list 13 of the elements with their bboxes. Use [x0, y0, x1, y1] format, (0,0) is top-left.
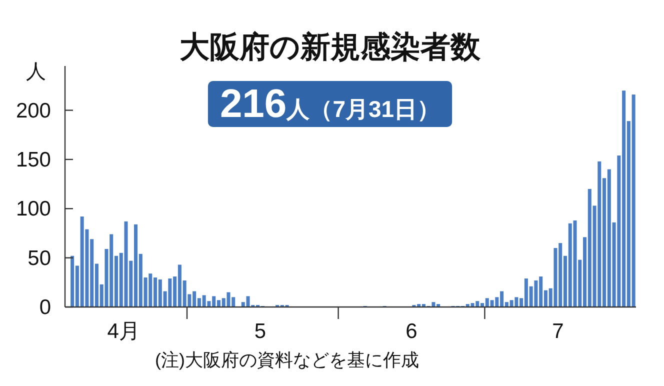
y-tick-label: 0: [39, 296, 51, 319]
y-axis-title: 人: [26, 61, 46, 83]
y-tick-label: 200: [16, 99, 51, 122]
x-tick-label: 6: [406, 320, 418, 343]
x-tick-label: 5: [254, 320, 266, 343]
x-tick-label: 7: [552, 320, 564, 343]
chart-subtitle: 216人（7月31日）: [220, 82, 440, 126]
y-tick-label: 50: [28, 246, 51, 270]
chart-title: 大阪府の新規感染者数: [180, 30, 482, 64]
text: (注)大阪府の資料などを基に作成: [155, 350, 419, 370]
x-tick-label: 4月: [107, 320, 140, 343]
y-tick-label: 150: [16, 148, 51, 172]
y-tick-label: 100: [16, 198, 51, 221]
